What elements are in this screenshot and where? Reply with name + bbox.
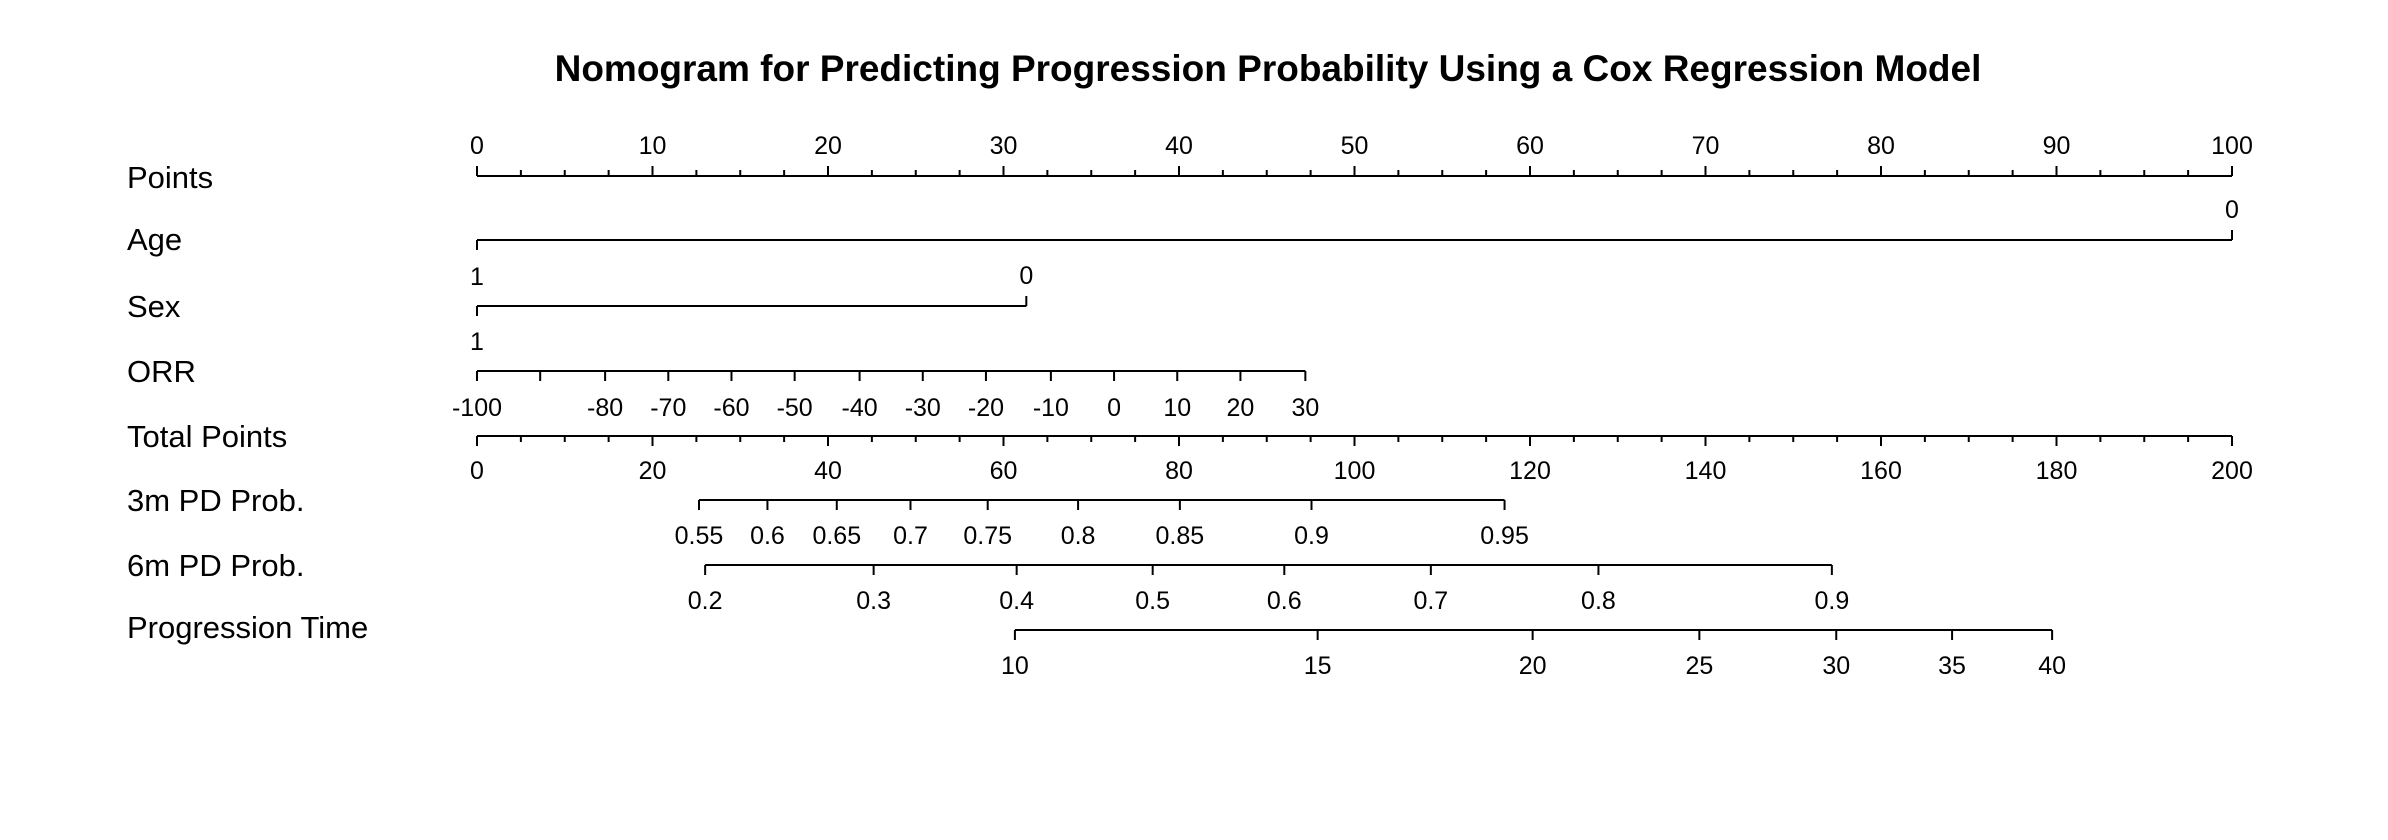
row-label-progression-time: Progression Time xyxy=(127,610,368,645)
row-orr: ORR-100 -80 -70 -60 -50 -40 -30 -20 -10 0 10 20 30 xyxy=(127,354,1319,422)
tick-label-6m-pd-prob: 0.9 xyxy=(1814,587,1849,615)
tick-label-age: 1 xyxy=(470,263,484,291)
tick-label-3m-pd-prob: 0.85 xyxy=(1156,522,1205,550)
row-age: Age 1 0 xyxy=(127,196,2239,291)
tick-label-total-points: 120 xyxy=(1509,457,1551,485)
row-progression-time: Progression Time 10 15 20 25 30 35 40 xyxy=(127,610,2066,680)
chart-title: Nomogram for Predicting Progression Prob… xyxy=(555,48,1982,89)
tick-label-progression-time: 10 xyxy=(1001,652,1029,680)
tick-label-total-points: 100 xyxy=(1334,457,1376,485)
tick-label-6m-pd-prob: 0.4 xyxy=(999,587,1034,615)
tick-label-3m-pd-prob: 0.8 xyxy=(1061,522,1096,550)
tick-label-3m-pd-prob: 0.65 xyxy=(812,522,861,550)
tick-label-points: 100 xyxy=(2211,132,2253,160)
tick-label-total-points: 40 xyxy=(814,457,842,485)
tick-label-progression-time: 40 xyxy=(2038,652,2066,680)
tick-label-progression-time: 15 xyxy=(1304,652,1332,680)
tick-label-6m-pd-prob: 0.7 xyxy=(1413,587,1448,615)
tick-label-orr: -30 xyxy=(905,394,941,422)
tick-label-points: 10 xyxy=(639,132,667,160)
row-points: Points 0 10 20 30 40 50 60 70 80 90 100 xyxy=(127,132,2253,195)
tick-label-orr: -70 xyxy=(650,394,686,422)
tick-label-points: 40 xyxy=(1165,132,1193,160)
tick-label-points: 0 xyxy=(470,132,484,160)
tick-label-progression-time: 20 xyxy=(1519,652,1547,680)
tick-label-total-points: 140 xyxy=(1685,457,1727,485)
tick-label-total-points: 180 xyxy=(2036,457,2078,485)
tick-label-points: 90 xyxy=(2043,132,2071,160)
row-sex: Sex 1 0 xyxy=(127,262,1033,356)
tick-label-total-points: 20 xyxy=(639,457,667,485)
tick-label-age: 0 xyxy=(2225,196,2239,224)
tick-label-orr: 30 xyxy=(1291,394,1319,422)
row-total-points: Total Points 0 20 40 60 80 100 120 140 160 180 200 xyxy=(127,419,2253,485)
row-label-sex: Sex xyxy=(127,289,181,324)
tick-label-3m-pd-prob: 0.75 xyxy=(963,522,1012,550)
tick-label-points: 50 xyxy=(1341,132,1369,160)
tick-label-points: 80 xyxy=(1867,132,1895,160)
row-label-3m-pd-prob: 3m PD Prob. xyxy=(127,483,304,518)
tick-label-orr: -20 xyxy=(968,394,1004,422)
tick-label-orr: -60 xyxy=(713,394,749,422)
tick-label-total-points: 160 xyxy=(1860,457,1902,485)
tick-label-total-points: 60 xyxy=(990,457,1018,485)
tick-label-total-points: 80 xyxy=(1165,457,1193,485)
tick-label-6m-pd-prob: 0.6 xyxy=(1267,587,1302,615)
row-label-total-points: Total Points xyxy=(127,419,287,454)
tick-label-progression-time: 35 xyxy=(1938,652,1966,680)
tick-label-orr: -40 xyxy=(842,394,878,422)
tick-label-orr: -100 xyxy=(452,394,502,422)
row-label-age: Age xyxy=(127,222,182,257)
tick-label-points: 30 xyxy=(990,132,1018,160)
tick-label-6m-pd-prob: 0.5 xyxy=(1135,587,1170,615)
row-label-points: Points xyxy=(127,160,213,195)
row-label-6m-pd-prob: 6m PD Prob. xyxy=(127,548,304,583)
tick-label-total-points: 200 xyxy=(2211,457,2253,485)
tick-label-orr: 20 xyxy=(1227,394,1255,422)
tick-label-3m-pd-prob: 0.6 xyxy=(750,522,785,550)
tick-label-3m-pd-prob: 0.9 xyxy=(1294,522,1329,550)
tick-label-points: 60 xyxy=(1516,132,1544,160)
tick-label-orr: 0 xyxy=(1107,394,1121,422)
tick-label-orr: -10 xyxy=(1033,394,1069,422)
tick-label-progression-time: 30 xyxy=(1822,652,1850,680)
tick-label-3m-pd-prob: 0.95 xyxy=(1480,522,1529,550)
tick-label-6m-pd-prob: 0.3 xyxy=(856,587,891,615)
tick-label-sex: 0 xyxy=(1019,262,1033,290)
tick-label-points: 20 xyxy=(814,132,842,160)
row-6m-pd-prob: 6m PD Prob. 0.2 0.3 0.4 0.5 0.6 0.7 0.8 0.9 xyxy=(127,548,1849,615)
tick-label-orr: -50 xyxy=(777,394,813,422)
tick-label-3m-pd-prob: 0.7 xyxy=(893,522,928,550)
tick-label-6m-pd-prob: 0.8 xyxy=(1581,587,1616,615)
tick-label-orr: -80 xyxy=(587,394,623,422)
tick-label-points: 70 xyxy=(1692,132,1720,160)
row-label-orr: ORR xyxy=(127,354,196,389)
tick-label-orr: 10 xyxy=(1163,394,1191,422)
tick-label-3m-pd-prob: 0.55 xyxy=(675,522,724,550)
tick-label-total-points: 0 xyxy=(470,457,484,485)
tick-label-6m-pd-prob: 0.2 xyxy=(688,587,723,615)
tick-label-sex: 1 xyxy=(470,328,484,356)
tick-label-progression-time: 25 xyxy=(1685,652,1713,680)
row-3m-pd-prob: 3m PD Prob. 0.55 0.6 0.65 0.7 0.75 0.8 0.85 0.9 0… xyxy=(127,483,1529,550)
